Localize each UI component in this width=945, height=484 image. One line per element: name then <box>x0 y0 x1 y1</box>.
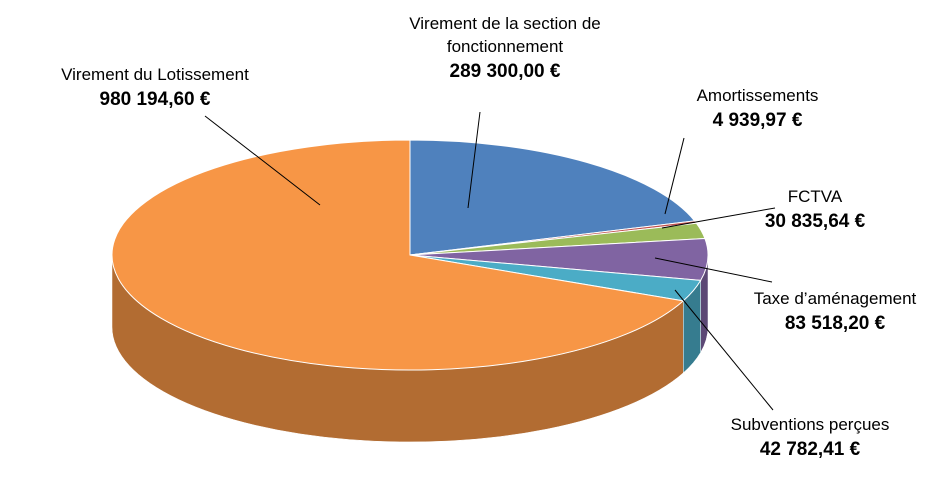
slice <box>409 139 696 256</box>
value-label: 83 518,20 € <box>784 313 886 334</box>
category-name: FCTVA <box>787 187 843 206</box>
value-label: 289 300,00 € <box>449 61 561 82</box>
category-name: Virement de la section de fonctionnement <box>409 14 601 56</box>
slice-label: Amortissements 4 939,97 € <box>665 84 850 135</box>
leader-line <box>204 115 321 206</box>
leader-line <box>674 289 774 411</box>
value-label: 30 835,64 € <box>764 211 866 232</box>
category-name: Virement du Lotissement <box>61 65 249 84</box>
slice <box>111 139 685 371</box>
leader-line <box>654 257 773 283</box>
leader-line <box>467 111 481 209</box>
value-label: 980 194,60 € <box>99 89 211 110</box>
category-name: Amortissements <box>696 86 819 105</box>
slice-label: Taxe d’aménagement 83 518,20 € <box>735 287 935 338</box>
category-name: Subventions perçues <box>730 415 890 434</box>
slice-label: Subventions perçues 42 782,41 € <box>700 413 920 464</box>
category-name: Taxe d’aménagement <box>753 289 917 308</box>
value-label: 4 939,97 € <box>712 110 803 131</box>
value-label: 42 782,41 € <box>759 439 861 460</box>
slice-label: Virement du Lotissement 980 194,60 € <box>20 63 290 114</box>
slice-label: FCTVA 30 835,64 € <box>725 185 905 236</box>
leader-line <box>664 137 685 215</box>
slice-label: Virement de la section de fonctionnement… <box>390 12 620 86</box>
leader-line <box>661 207 776 229</box>
